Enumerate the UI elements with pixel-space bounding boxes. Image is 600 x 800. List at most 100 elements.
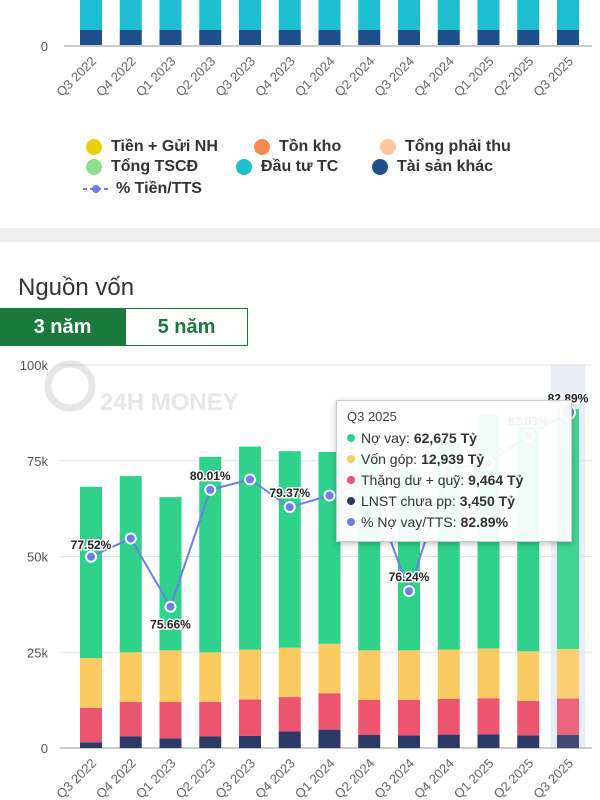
bar-segment [119, 652, 142, 703]
bar-segment [437, 698, 460, 735]
x-tick-label: Q1 2025 [451, 756, 497, 800]
top-bar-segment-investment [398, 0, 420, 30]
x-tick-label: Q2 2024 [331, 756, 377, 800]
bar-segment [477, 698, 500, 735]
top-bar-segment-investment [199, 0, 222, 30]
x-tick-label: Q1 2023 [133, 756, 179, 800]
bar-segment [199, 736, 222, 748]
bar-segment [517, 700, 540, 736]
top-bar-segment-investment [159, 0, 182, 30]
bar-segment [318, 729, 341, 748]
watermark-text: 24H MONEY [100, 389, 239, 416]
top-bar-segment-investment [239, 0, 261, 30]
legend-dot-icon [372, 159, 388, 175]
point-label: 77.52% [71, 538, 112, 552]
tooltip-row-debt: Nợ vay: 62,675 Tỷ [347, 427, 561, 448]
y-tick-label: 0 [41, 741, 48, 756]
top-x-tick-label: Q4 2022 [93, 54, 139, 100]
ratio-point [164, 600, 177, 613]
legend-dot-icon [86, 139, 102, 155]
bar-segment [80, 707, 102, 743]
bar-segment [557, 648, 579, 699]
tooltip-dot-icon [347, 433, 355, 442]
tooltip-title: Q3 2025 [347, 409, 397, 424]
bar-segment [278, 451, 301, 648]
bar-segment [358, 699, 381, 735]
top-bar-segment-other [437, 30, 460, 45]
x-tick-label: Q3 2023 [212, 756, 258, 800]
top-bar-segment-other [557, 30, 579, 45]
y-tick-label: 75k [27, 454, 48, 469]
bar-segment [278, 647, 301, 698]
point-label: 80.01% [190, 469, 231, 483]
legend-item-receivables[interactable]: Tổng phải thu [380, 138, 511, 156]
bar-segment [358, 734, 381, 748]
top-x-tick-label: Q1 2025 [451, 54, 497, 100]
top-x-tick-label: Q1 2024 [292, 54, 338, 100]
assets-chart-section: 0 Q3 2022 Q4 2022 Q1 2023 Q2 2023 Q3 2023 Q4 2… [0, 0, 600, 228]
bar-segment [159, 650, 182, 703]
bar-segment [159, 497, 182, 651]
x-tick-label: Q2 2025 [490, 756, 536, 800]
legend-item-cash-ratio[interactable]: % Tiền/TTS [82, 180, 202, 198]
top-bar-segment-investment [358, 0, 381, 30]
top-x-tick-label: Q2 2023 [172, 54, 218, 100]
x-tick-label: Q4 2024 [411, 756, 457, 800]
legend-item-other-assets[interactable]: Tài sản khác [372, 158, 493, 176]
tab-5-years[interactable]: 5 năm [125, 308, 248, 346]
tooltip-dot-icon [347, 454, 355, 463]
ratio-point [244, 473, 256, 486]
tooltip-row-retained: LNST chưa pp: 3,450 Tỷ [347, 490, 561, 511]
x-tick-label: Q4 2023 [252, 756, 298, 800]
top-bar-segment-other [358, 30, 381, 45]
bar-segment [278, 731, 301, 748]
ratio-point [323, 489, 336, 502]
x-tick-label: Q1 2024 [292, 756, 338, 800]
x-tick-label: Q3 2025 [530, 756, 576, 800]
section-divider [0, 228, 600, 242]
bar-segment [239, 735, 261, 748]
top-x-tick-label: Q3 2023 [212, 54, 258, 100]
tooltip-dot-icon [347, 475, 355, 484]
legend-item-inventory[interactable]: Tồn kho [254, 138, 341, 156]
top-bar-segment-investment [557, 0, 579, 30]
y-tick-label: 50k [27, 550, 48, 565]
point-label: 76.24% [389, 570, 430, 584]
legend-dot-icon [380, 139, 396, 155]
bar-segment [199, 702, 222, 737]
top-bar-segment-investment [477, 0, 500, 30]
bar-segment [557, 734, 579, 748]
top-bar-segment-other [477, 30, 500, 45]
ratio-point [85, 550, 97, 563]
bar-segment [159, 702, 182, 739]
tooltip-row-capital: Vốn góp: 12,939 Tỷ [347, 448, 561, 469]
top-bar-segment-investment [119, 0, 142, 30]
y-tick-label: 100k [20, 358, 49, 373]
top-x-tick-label: Q2 2024 [331, 54, 377, 100]
bar-segment [159, 738, 182, 748]
ratio-point [403, 585, 415, 598]
top-bar-segment-other [318, 30, 341, 45]
bar-segment [119, 476, 142, 653]
tooltip-row-ratio: % Nợ vay/TTS: 82.89% [347, 511, 561, 532]
top-bar-segment-other [517, 30, 540, 45]
legend-item-fixed-assets[interactable]: Tổng TSCĐ [86, 158, 198, 176]
top-bar-segment-other [80, 30, 102, 45]
y-tick-label: 25k [27, 645, 48, 660]
ratio-point [204, 483, 217, 496]
bar-segment [80, 742, 102, 748]
bar-segment [80, 657, 102, 708]
chart-tooltip: Q3 2025 Nợ vay: 62,675 Tỷ Vốn góp: 12,939 … [336, 400, 572, 542]
bar-segment [398, 699, 420, 736]
tooltip-dot-icon [347, 517, 355, 526]
bar-segment [517, 651, 540, 701]
legend-item-cash[interactable]: Tiền + Gửi NH [86, 138, 218, 156]
section-title: Nguồn vốn [18, 274, 135, 301]
top-y-tick-label: 0 [41, 39, 48, 54]
bar-segment [437, 649, 460, 699]
legend-item-financial-investment[interactable]: Đầu tư TC [236, 158, 338, 176]
tab-3-years[interactable]: 3 năm [0, 308, 125, 346]
top-bar-segment-other [199, 30, 222, 45]
top-x-tick-label: Q2 2025 [490, 54, 536, 100]
